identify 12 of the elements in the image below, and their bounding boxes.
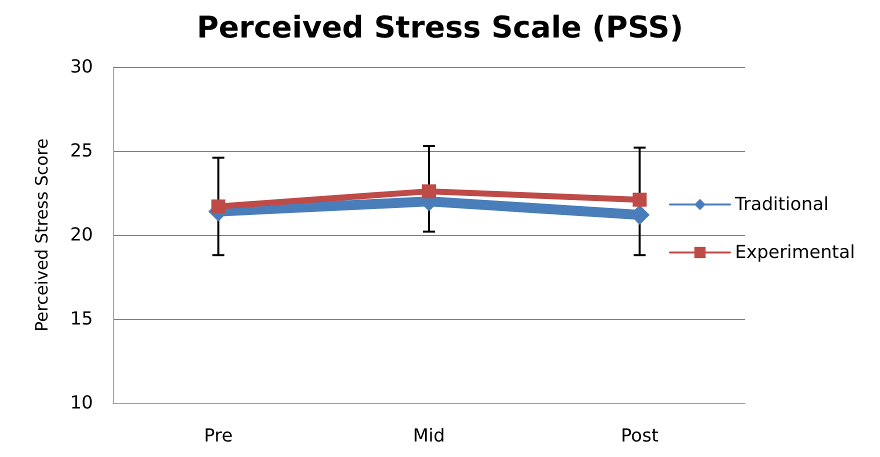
y-tick-label: 10 — [70, 392, 93, 414]
x-tick-label: Mid — [413, 426, 445, 446]
x-tick-label: Post — [620, 426, 659, 446]
y-tick-label: 30 — [70, 56, 93, 78]
y-axis-title: Perceived Stress Score — [32, 138, 52, 332]
y-tick-label: 25 — [70, 140, 93, 162]
y-tick-label: 20 — [70, 224, 93, 246]
x-tick-label: Pre — [204, 426, 233, 446]
legend-label: Traditional — [734, 194, 829, 215]
y-tick-label: 15 — [70, 308, 93, 330]
legend-label: Experimental — [734, 242, 856, 263]
chart-title: Perceived Stress Scale (PSS) — [196, 10, 684, 46]
